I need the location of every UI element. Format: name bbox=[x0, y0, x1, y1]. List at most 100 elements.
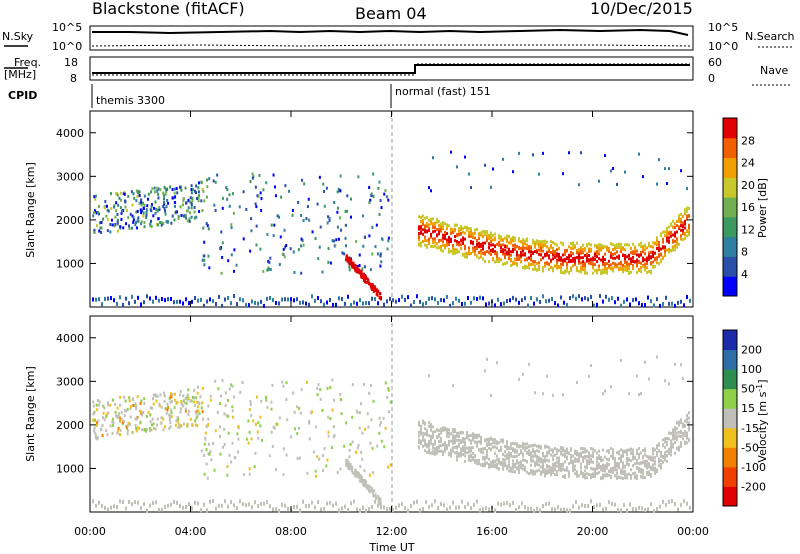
scatter-cell bbox=[672, 432, 674, 436]
scatter-cell bbox=[464, 246, 466, 250]
scatter-cell bbox=[484, 458, 486, 462]
scatter-cell bbox=[578, 474, 580, 478]
scatter-cell bbox=[260, 208, 263, 212]
scatter-cell bbox=[422, 240, 424, 244]
scatter-cell bbox=[164, 212, 167, 216]
scatter-cell bbox=[508, 465, 510, 469]
scatter-cell bbox=[372, 490, 375, 494]
scatter-cell bbox=[361, 275, 364, 279]
scatter-cell bbox=[346, 257, 349, 261]
scatter-cell bbox=[560, 241, 562, 245]
scatter-cell bbox=[359, 478, 362, 482]
power-panel bbox=[89, 110, 694, 308]
scatter-cell bbox=[576, 450, 578, 454]
scatter-cell bbox=[654, 468, 656, 472]
scatter-cell bbox=[470, 453, 472, 457]
scatter-cell bbox=[680, 299, 682, 304]
scatter-cell bbox=[494, 237, 496, 241]
scatter-cell bbox=[674, 440, 676, 444]
scatter-cell bbox=[548, 468, 550, 472]
scatter-cell bbox=[578, 456, 580, 460]
scatter-cell bbox=[480, 435, 482, 439]
scatter-cell bbox=[521, 298, 523, 303]
scatter-cell bbox=[486, 448, 488, 452]
ytick-label: 3000 bbox=[56, 170, 84, 183]
scatter-cell bbox=[578, 459, 580, 463]
scatter-cell bbox=[632, 260, 634, 264]
scatter-cell bbox=[450, 237, 452, 241]
scatter-cell bbox=[321, 270, 324, 274]
scatter-cell bbox=[628, 472, 630, 476]
scatter-cell bbox=[98, 229, 101, 233]
scatter-cell bbox=[257, 194, 260, 198]
scatter-cell bbox=[377, 503, 379, 508]
scatter-cell bbox=[474, 231, 476, 235]
scatter-cell bbox=[242, 298, 244, 303]
scatter-cell bbox=[622, 464, 624, 468]
scatter-cell bbox=[206, 508, 208, 513]
scatter-cell bbox=[530, 451, 532, 455]
velocity-colorbar-tick: -50 bbox=[741, 441, 759, 454]
scatter-cell bbox=[624, 469, 626, 473]
scatter-cell bbox=[184, 201, 187, 205]
scatter-cell bbox=[152, 402, 155, 406]
scatter-cell bbox=[326, 458, 329, 462]
scatter-cell bbox=[516, 254, 518, 258]
scatter-cell bbox=[502, 464, 504, 468]
velocity-colorbar-tick: 50 bbox=[741, 383, 755, 396]
scatter-cell bbox=[680, 228, 682, 232]
scatter-cell bbox=[134, 500, 136, 505]
scatter-cell bbox=[574, 459, 576, 463]
scatter-cell bbox=[494, 244, 496, 248]
scatter-cell bbox=[546, 469, 548, 473]
scatter-cell bbox=[602, 268, 604, 272]
scatter-cell bbox=[498, 240, 500, 244]
scatter-cell bbox=[680, 169, 682, 173]
scatter-cell bbox=[424, 235, 426, 239]
scatter-cell bbox=[378, 212, 381, 216]
scatter-cell bbox=[126, 424, 129, 428]
scatter-cell bbox=[161, 296, 163, 301]
scatter-cell bbox=[452, 438, 454, 442]
scatter-cell bbox=[476, 499, 478, 504]
scatter-cell bbox=[464, 244, 466, 248]
scatter-cell bbox=[642, 470, 644, 474]
scatter-cell bbox=[534, 472, 536, 476]
velocity-panel bbox=[89, 315, 694, 513]
scatter-cell bbox=[203, 199, 206, 203]
scatter-cell bbox=[462, 241, 464, 245]
scatter-cell bbox=[638, 243, 640, 247]
scatter-cell bbox=[363, 427, 366, 431]
scatter-cell bbox=[514, 261, 516, 265]
scatter-cell bbox=[518, 239, 520, 243]
scatter-cell bbox=[514, 463, 516, 467]
scatter-cell bbox=[318, 175, 321, 179]
scatter-cell bbox=[446, 434, 448, 438]
scatter-cell bbox=[684, 434, 686, 438]
scatter-cell bbox=[442, 452, 444, 456]
scatter-cell bbox=[458, 250, 460, 254]
scatter-cell bbox=[598, 470, 600, 474]
scatter-cell bbox=[117, 203, 120, 207]
scatter-cell bbox=[119, 295, 121, 300]
scatter-cell bbox=[500, 502, 502, 507]
scatter-cell bbox=[566, 263, 568, 267]
scatter-cell bbox=[354, 474, 357, 478]
scatter-cell bbox=[536, 250, 538, 254]
scatter-cell bbox=[500, 446, 502, 450]
scatter-cell bbox=[666, 239, 668, 243]
scatter-cell bbox=[282, 247, 285, 251]
scatter-cell bbox=[452, 446, 454, 450]
scatter-cell bbox=[236, 450, 239, 454]
scatter-cell bbox=[574, 257, 576, 261]
scatter-cell bbox=[592, 460, 594, 464]
scatter-cell bbox=[632, 448, 634, 452]
scatter-cell bbox=[558, 265, 560, 269]
scatter-cell bbox=[586, 271, 588, 275]
scatter-cell bbox=[110, 218, 113, 222]
scatter-cell bbox=[628, 262, 630, 266]
scatter-cell bbox=[684, 208, 686, 212]
scatter-cell bbox=[176, 191, 179, 195]
scatter-cell bbox=[193, 400, 196, 404]
scatter-cell bbox=[340, 228, 343, 232]
